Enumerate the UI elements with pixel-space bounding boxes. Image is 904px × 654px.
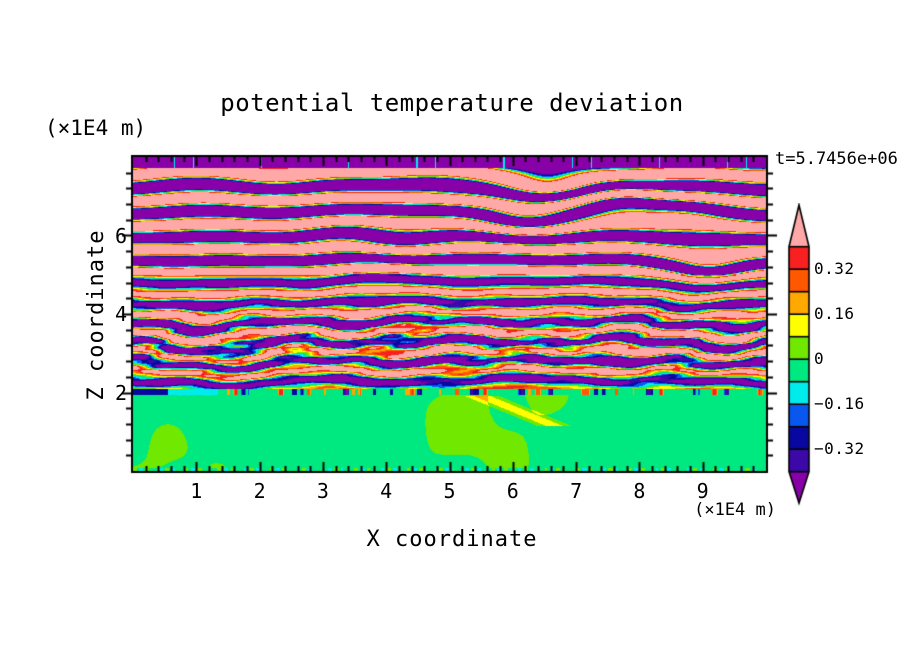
x-tick-label: 1 xyxy=(190,479,203,503)
y-tick-label: 6 xyxy=(114,223,127,248)
y-tick-label: 2 xyxy=(114,380,127,405)
x-tick-label: 4 xyxy=(380,479,393,503)
colorbar-tick-label: 0.32 xyxy=(814,259,855,279)
x-axis-title: X coordinate xyxy=(366,527,538,552)
x-tick-label: 6 xyxy=(506,479,519,503)
y-axis-title: Z coordinate xyxy=(84,229,109,401)
y-tick-label: 4 xyxy=(114,302,127,326)
x-tick-label: 2 xyxy=(253,479,266,503)
x-tick-label: 5 xyxy=(443,479,456,503)
x-tick-label: 9 xyxy=(696,479,709,503)
x-tick-label: 8 xyxy=(633,479,646,503)
colorbar-tick-label: 0 xyxy=(814,349,825,369)
heatmap-canvas xyxy=(120,154,779,474)
colorbar-tick-label: −0.16 xyxy=(814,394,865,414)
x-tick-label: 3 xyxy=(316,479,329,503)
colorbar-canvas xyxy=(786,203,816,507)
y-axis-unit-label: (×1E4 m) xyxy=(45,116,147,140)
colorbar-tick-label: 0.16 xyxy=(814,304,855,324)
plot-title: potential temperature deviation xyxy=(220,89,684,117)
time-annotation: t=5.7456e+06 xyxy=(775,149,898,169)
x-tick-label: 7 xyxy=(570,479,583,503)
colorbar-tick-label: −0.32 xyxy=(814,439,865,459)
x-axis-unit-label: (×1E4 m) xyxy=(694,500,776,520)
